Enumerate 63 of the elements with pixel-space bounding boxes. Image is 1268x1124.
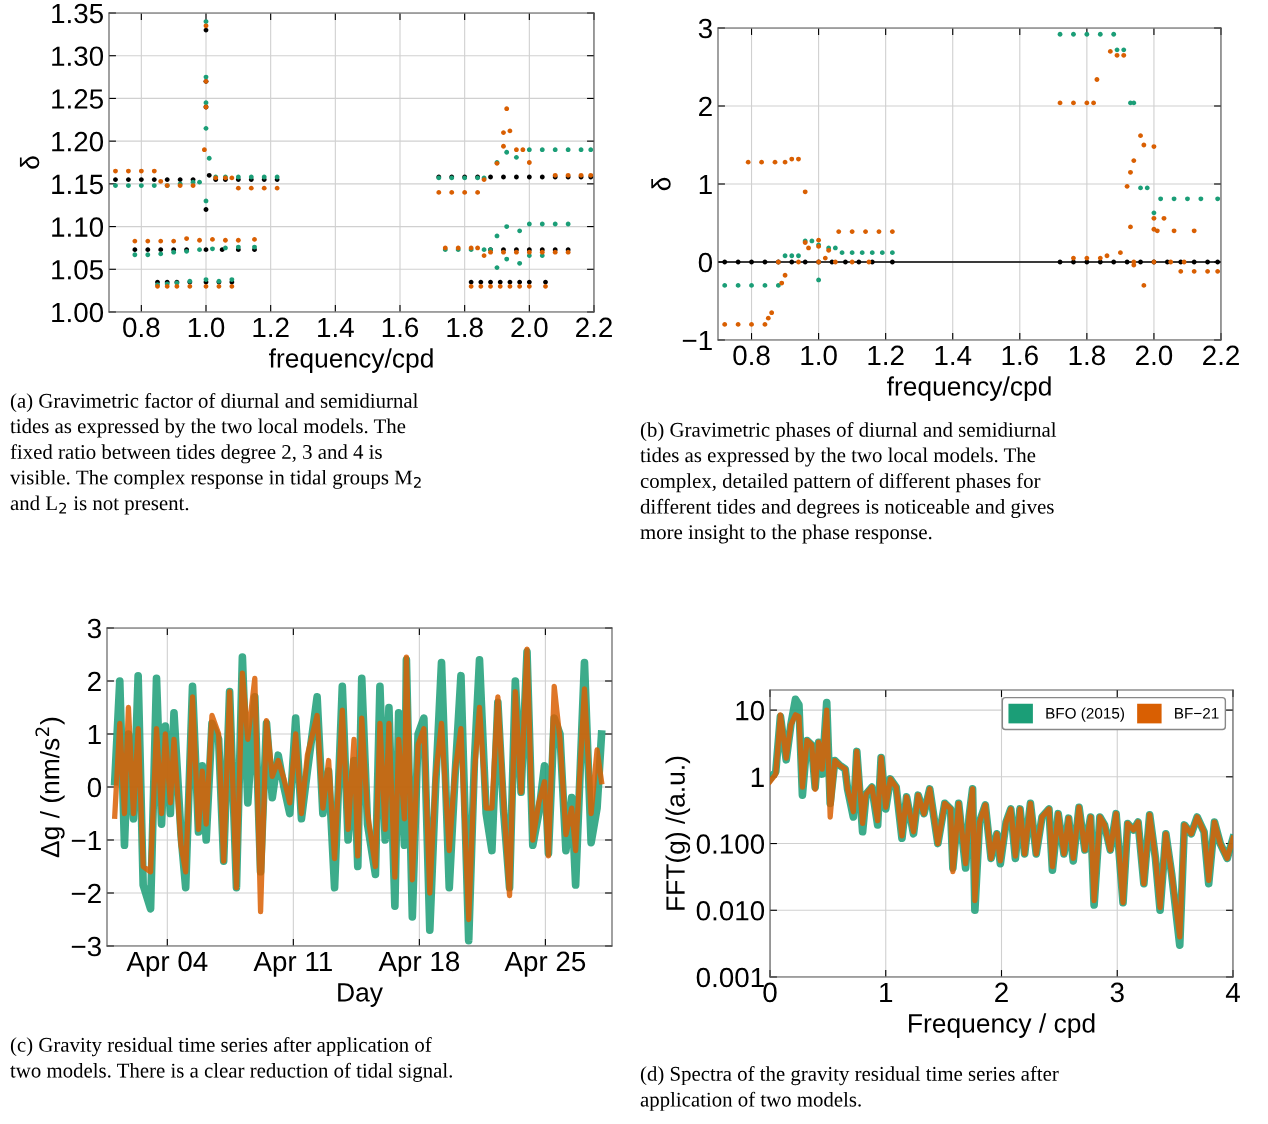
x-tick-label: 4 — [1225, 982, 1240, 1002]
x-tick-label: 2 — [995, 982, 1008, 1002]
x-axis-title: frequency/cpd — [269, 348, 433, 373]
x-tick-label: 1.8 — [447, 317, 483, 338]
x-tick-label: 0.8 — [733, 345, 770, 366]
y-axis-title: FFT(g) /(a.u.) — [665, 756, 691, 910]
legend-label: BF−21 — [1175, 707, 1219, 719]
x-tick-label: 2.0 — [511, 317, 548, 338]
y-tick-label: 2 — [88, 671, 101, 692]
x-tick-label: 1 — [880, 982, 893, 1002]
y-tick-label: 0.100 — [696, 834, 765, 854]
y-tick-label: 3 — [87, 618, 101, 639]
y-tick-label: 1.05 — [52, 259, 103, 280]
y-tick-label: 1.10 — [52, 217, 104, 237]
y-tick-label: −3 — [71, 936, 101, 957]
x-tick-label: 0.8 — [123, 317, 160, 338]
text: (b) Gravimetric phases of diurnal and semidiurnal tides as expressed by the two local models. The complex, detailed pattern of different phases for different tides and degrees is noticeable and gives more insight to the phase response. — [640, 422, 1057, 544]
y-tick-label: 1.20 — [52, 131, 104, 152]
x-tick-label: 1.2 — [253, 317, 289, 337]
y-tick-label: −1 — [71, 830, 101, 851]
y-tick-label: 0.010 — [696, 900, 765, 921]
x-tick-label: 1.8 — [1069, 345, 1105, 366]
x-tick-label: 1.0 — [801, 345, 837, 366]
y-tick-label: 1.25 — [52, 89, 103, 109]
x-tick-label: Apr 11 — [253, 951, 332, 977]
y-tick-label: 1.00 — [52, 302, 104, 323]
y-tick-label: 0.001 — [696, 967, 764, 988]
x-tick-label: 1.4 — [935, 345, 972, 365]
y-tick-label: 3 — [698, 18, 712, 39]
y-tick-label: 0 — [698, 252, 713, 273]
y-tick-label: 1.35 — [52, 3, 103, 24]
y-tick-label: 2 — [699, 96, 712, 117]
y-axis-title: δ — [19, 156, 40, 169]
x-tick-label: 2.2 — [1203, 345, 1239, 365]
y-axis-title: Δg / (nm/s$^{2}$) — [35, 717, 65, 858]
x-tick-label: 2.0 — [1136, 345, 1173, 366]
y-tick-label: 1 — [751, 767, 764, 787]
y-tick-label: 1.15 — [52, 174, 103, 195]
x-axis-title: frequency/cpd — [887, 376, 1051, 401]
y-tick-label: 10 — [736, 700, 765, 721]
y-tick-label: 1.30 — [52, 46, 104, 67]
x-tick-label: 1.0 — [188, 317, 225, 338]
legend-label: BFO (2015) — [1046, 707, 1124, 722]
x-tick-label: Apr 04 — [126, 951, 208, 977]
y-tick-label: 1 — [88, 724, 101, 745]
x-tick-label: Apr 18 — [378, 951, 460, 977]
x-tick-label: 2.2 — [576, 317, 612, 337]
text: (d) Spectra of the gravity residual time series after application of two models. — [640, 1066, 1059, 1111]
x-tick-label: 1.6 — [1002, 345, 1038, 366]
y-tick-label: −1 — [682, 330, 712, 351]
x-axis-title: Frequency / cpd — [909, 1013, 1095, 1038]
x-tick-label: 1.6 — [382, 317, 419, 338]
y-axis-title: δ — [651, 177, 671, 191]
x-tick-label: 1.4 — [318, 317, 354, 337]
x-tick-label: 3 — [1110, 982, 1124, 1003]
text: (c) Gravity residual time series after application of two models. There is a clear reduction of tidal signal. — [10, 1037, 452, 1082]
y-tick-label: 1 — [699, 174, 712, 195]
x-tick-label: 1.2 — [868, 345, 904, 365]
y-tick-label: 0 — [87, 777, 102, 798]
x-axis-title: Day — [338, 983, 383, 1007]
x-tick-label: Apr 25 — [504, 951, 586, 977]
text: (a) Gravimetric factor of diurnal and semidiurnal tides as expressed by the two local models. The fixed ratio between tides degree 2, 3 and 4 is visible. The complex response in tidal groups M$_{2}$ and L$_{2}$ is not present. — [10, 393, 421, 515]
y-tick-label: −2 — [71, 883, 101, 904]
